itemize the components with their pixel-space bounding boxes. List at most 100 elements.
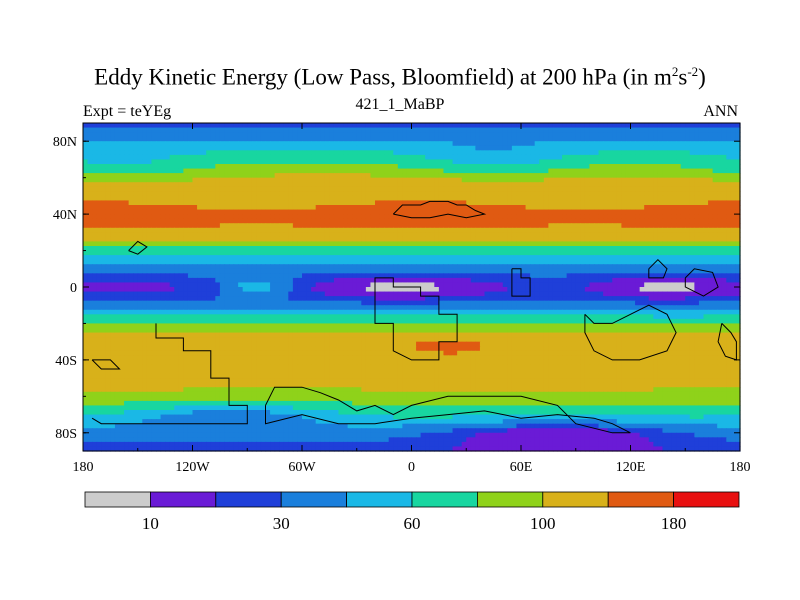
heat-cell — [534, 205, 540, 211]
heat-cell — [708, 177, 714, 183]
heat-cell — [712, 259, 718, 265]
heat-cell — [680, 227, 686, 233]
heat-cell — [352, 214, 358, 220]
heat-cell — [511, 264, 518, 270]
heat-cell — [420, 191, 426, 197]
heat-cell — [119, 246, 125, 252]
heat-cell — [183, 195, 189, 202]
heat-cell — [384, 150, 390, 156]
heat-cell — [434, 246, 440, 252]
heat-cell — [671, 246, 677, 252]
heat-cell — [584, 182, 591, 188]
heat-cell — [279, 236, 285, 243]
heat-cell — [708, 186, 714, 192]
heat-cell — [484, 186, 490, 192]
heat-cell — [694, 273, 700, 279]
heat-cell — [461, 164, 467, 170]
heat-cell — [420, 154, 426, 161]
heat-cell — [215, 255, 221, 261]
heat-cell — [397, 241, 403, 247]
heat-cell — [83, 141, 89, 147]
heat-cell — [388, 268, 394, 274]
heat-cell — [730, 205, 737, 211]
heat-cell — [160, 168, 166, 174]
heat-cell — [712, 246, 718, 252]
heat-cell — [420, 150, 426, 156]
heat-cell — [584, 145, 591, 151]
heat-cell — [388, 241, 394, 247]
heat-cell — [169, 205, 175, 211]
heat-cell — [562, 177, 568, 183]
heat-cell — [671, 141, 677, 147]
heat-cell — [361, 209, 367, 215]
heat-cell — [256, 182, 262, 188]
heat-cell — [708, 154, 714, 161]
heat-cell — [92, 227, 98, 233]
heat-cell — [575, 173, 581, 179]
heat-cell — [292, 159, 299, 165]
heat-cell — [384, 209, 390, 215]
heat-cell — [730, 268, 737, 274]
heat-cell — [265, 159, 271, 165]
heat-cell — [735, 268, 741, 274]
heat-cell — [87, 132, 93, 138]
heat-cell — [575, 259, 581, 265]
heat-cell — [644, 255, 650, 261]
heat-cell — [589, 186, 595, 192]
heat-cell — [584, 123, 591, 129]
heat-cell — [187, 205, 194, 211]
heat-cell — [416, 205, 422, 211]
heat-cell — [516, 141, 522, 147]
heat-cell — [603, 182, 609, 188]
heat-cell — [229, 168, 235, 174]
heat-cell — [648, 127, 654, 133]
heat-cell — [457, 250, 463, 256]
heat-cell — [521, 273, 527, 279]
heat-cell — [457, 223, 463, 229]
heat-cell — [630, 164, 636, 170]
heat-cell — [470, 259, 476, 265]
heat-cell — [283, 218, 289, 224]
heat-cell — [484, 205, 490, 211]
heat-cell — [685, 227, 691, 233]
heat-cell — [384, 277, 390, 284]
heat-cell — [708, 259, 714, 265]
heat-cell — [525, 218, 531, 224]
heat-cell — [384, 241, 390, 247]
heat-cell — [224, 200, 230, 206]
heat-cell — [575, 268, 581, 274]
heat-cell — [612, 209, 618, 215]
heat-cell — [416, 168, 422, 174]
heat-cell — [361, 132, 367, 138]
heat-cell — [630, 200, 636, 206]
heat-cell — [343, 177, 349, 183]
heat-cell — [721, 268, 727, 274]
heat-cell — [292, 246, 299, 252]
heat-cell — [110, 250, 116, 256]
heat-cell — [247, 273, 253, 279]
heat-cell — [630, 168, 636, 174]
heat-cell — [543, 191, 549, 197]
heat-cell — [329, 277, 335, 284]
heat-cell — [306, 241, 312, 247]
heat-cell — [703, 145, 709, 151]
heat-cell — [680, 191, 686, 197]
heat-cell — [635, 195, 641, 202]
heat-cell — [475, 205, 481, 211]
heat-cell — [201, 246, 207, 252]
heat-cell — [420, 273, 426, 279]
heat-cell — [653, 150, 659, 156]
heat-cell — [92, 232, 98, 238]
heat-cell — [124, 136, 130, 142]
heat-cell — [735, 200, 741, 206]
heat-cell — [174, 164, 180, 170]
heat-cell — [502, 136, 508, 142]
heat-cell — [137, 150, 143, 156]
heat-cell — [343, 182, 349, 188]
heat-cell — [343, 195, 349, 202]
heat-cell — [315, 209, 321, 215]
heat-cell — [233, 177, 239, 183]
heat-cell — [493, 191, 499, 197]
heat-cell — [653, 173, 659, 179]
heat-cell — [270, 150, 276, 156]
